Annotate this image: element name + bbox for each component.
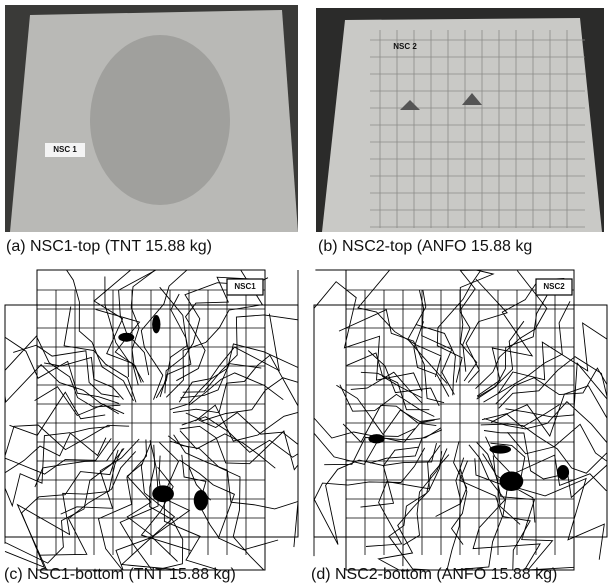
crack <box>141 467 190 550</box>
crack <box>403 448 447 566</box>
spall <box>152 315 160 333</box>
crack <box>116 463 155 570</box>
spall <box>118 333 134 342</box>
photo-b: NSC 2 <box>316 8 604 232</box>
crack <box>482 386 607 436</box>
crack <box>351 372 422 403</box>
crack <box>180 460 279 550</box>
crack <box>460 270 513 372</box>
crack <box>174 435 298 547</box>
crack <box>484 402 607 443</box>
crack <box>466 279 507 383</box>
crack <box>477 278 564 396</box>
crack <box>379 455 449 570</box>
crack <box>105 277 128 378</box>
crack <box>499 357 607 409</box>
crack <box>179 314 279 403</box>
slab-label: NSC2 <box>543 282 565 291</box>
crack <box>5 425 129 499</box>
caption: (b) NSC2-top (ANFO 15.88 kg <box>318 238 532 255</box>
slab-label: NSC 2 <box>393 42 417 51</box>
crack <box>361 443 437 507</box>
spall <box>557 465 569 480</box>
crack-map-c: NSC1 <box>5 270 298 570</box>
crack <box>5 353 124 414</box>
crack <box>314 412 415 477</box>
crack <box>189 373 283 405</box>
crack <box>170 441 211 500</box>
caption: (d) NSC2-bottom (ANFO 15.88 kg) <box>311 566 557 583</box>
photo-a: NSC 1 <box>5 5 298 232</box>
crack <box>368 351 439 406</box>
spall <box>489 445 511 453</box>
spall <box>368 434 384 443</box>
crack <box>5 433 106 533</box>
caption: (c) NSC1-bottom (TNT 15.88 kg) <box>4 566 236 583</box>
damage-area <box>90 35 230 205</box>
crack <box>122 442 186 570</box>
crack <box>160 294 191 397</box>
slab-label: NSC1 <box>234 282 256 291</box>
crack <box>5 326 119 404</box>
spall <box>194 490 208 511</box>
crack <box>180 364 261 398</box>
crack <box>379 451 442 570</box>
crack <box>314 282 422 392</box>
crack <box>436 441 467 516</box>
crack <box>186 378 298 421</box>
crack <box>314 448 425 556</box>
crack <box>13 345 119 397</box>
slab-label: NSC 1 <box>53 145 77 154</box>
figure: NSC 1 NSC 2 (a) NSC1-top (TNT 15.88 kg) … <box>0 0 608 586</box>
crack <box>99 440 147 571</box>
crack <box>39 451 135 555</box>
caption: (a) NSC1-top (TNT 15.88 kg) <box>6 238 212 255</box>
crack-map-d: NSC2 <box>314 270 607 570</box>
spall <box>152 485 174 502</box>
spall <box>499 471 523 491</box>
crack <box>10 392 106 435</box>
crack <box>159 442 225 570</box>
